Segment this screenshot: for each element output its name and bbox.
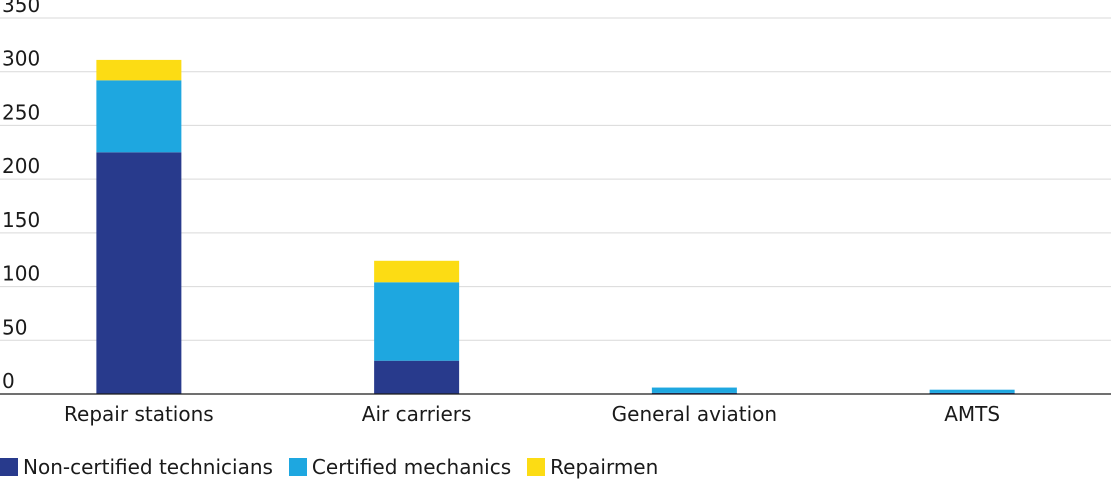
x-tick-label-general-aviation: General aviation — [612, 402, 777, 426]
legend: Non-certified technicians Certified mech… — [0, 455, 674, 479]
y-tick-label-100: 100 — [2, 262, 40, 286]
y-tick-label-50: 50 — [2, 315, 27, 339]
legend-label-certified: Certified mechanics — [311, 455, 512, 479]
bar-amts-series-1 — [929, 389, 1015, 393]
y-tick-label-250: 250 — [2, 100, 40, 124]
bar-general-aviation-series-1 — [651, 387, 737, 393]
y-tick-label-300: 300 — [2, 47, 40, 71]
y-tick-label-150: 150 — [2, 208, 40, 232]
x-tick-label-repair-stations: Repair stations — [64, 402, 214, 426]
bar-repair-stations-series-1 — [96, 80, 182, 153]
bar-repair-stations-series-2 — [96, 59, 182, 81]
legend-swatch-non-certified — [0, 458, 18, 476]
legend-label-repairmen: Repairmen — [550, 455, 659, 479]
bar-air-carriers-series-0 — [374, 360, 460, 394]
legend-item-repairmen: Repairmen — [527, 455, 658, 479]
y-tick-label-200: 200 — [2, 154, 40, 178]
legend-label-non-certified: Non-certified technicians — [23, 455, 273, 479]
legend-item-non-certified: Non-certified technicians — [0, 455, 273, 479]
bar-air-carriers-series-2 — [374, 260, 460, 283]
x-tick-label-amts: AMTS — [944, 402, 1000, 426]
legend-item-certified: Certified mechanics — [288, 455, 512, 479]
y-tick-label-0: 0 — [2, 369, 15, 393]
x-tick-label-air-carriers: Air carriers — [362, 402, 472, 426]
y-tick-label-350: 350 — [2, 0, 40, 17]
stacked-bar-chart: 0 50 100 150 200 250 300 350 Repair stations Air … — [0, 0, 1111, 426]
bar-repair-stations-series-0 — [96, 152, 182, 394]
legend-swatch-certified — [288, 458, 307, 476]
legend-swatch-repairmen — [527, 458, 546, 476]
bar-air-carriers-series-1 — [374, 282, 460, 361]
